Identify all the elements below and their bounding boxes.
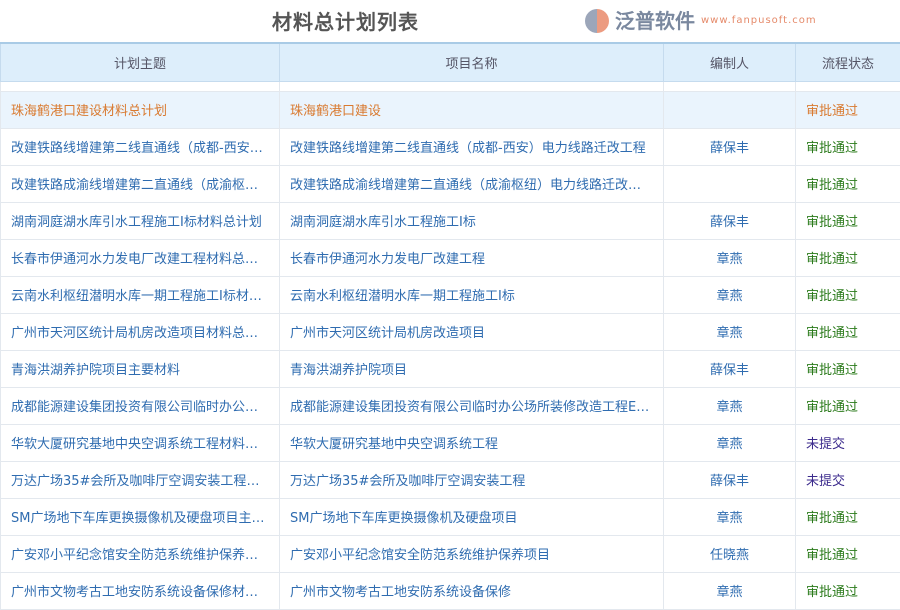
plan-cell[interactable]: 改建铁路线增建第二线直通线（成都-西安… [1, 128, 280, 165]
plan-cell[interactable]: 广州市天河区统计局机房改造项目材料总… [1, 313, 280, 350]
fanpu-logo-icon [585, 9, 609, 33]
table-row[interactable]: 改建铁路线增建第二线直通线（成都-西安…改建铁路线增建第二线直通线（成都-西安）… [1, 128, 900, 165]
project-cell[interactable]: 广州市文物考古工地安防系统设备保修 [280, 572, 664, 609]
author-cell [664, 165, 796, 202]
status-cell: 审批通过 [796, 239, 900, 276]
plan-cell[interactable]: 万达广场35#会所及咖啡厅空调安装工程材… [1, 461, 280, 498]
material-plan-table: 计划主题 项目名称 编制人 流程状态 珠海鹤港口建设材料总计划珠海鹤港口建设审批… [0, 42, 900, 610]
author-cell: 薛保丰 [664, 202, 796, 239]
plan-cell[interactable]: 广州市文物考古工地安防系统设备保修材… [1, 572, 280, 609]
status-cell: 审批通过 [796, 572, 900, 609]
plan-cell[interactable]: 成都能源建设集团投资有限公司临时办公… [1, 387, 280, 424]
table-row[interactable]: 广州市天河区统计局机房改造项目材料总…广州市天河区统计局机房改造项目章燕审批通过 [1, 313, 900, 350]
project-cell[interactable]: 青海洪湖养护院项目 [280, 350, 664, 387]
plan-cell[interactable]: 珠海鹤港口建设材料总计划 [1, 91, 280, 128]
page-title: 材料总计划列表 [272, 6, 419, 35]
status-cell: 审批通过 [796, 165, 900, 202]
status-cell: 审批通过 [796, 387, 900, 424]
table-row[interactable]: SM广场地下车库更换摄像机及硬盘项目主…SM广场地下车库更换摄像机及硬盘项目章燕… [1, 498, 900, 535]
watermark-logo: 泛普软件 www.fanpusoft.com [585, 6, 817, 36]
project-cell[interactable]: 改建铁路成渝线增建第二直通线（成渝枢纽）电力线路迁改… [280, 165, 664, 202]
column-header-project[interactable]: 项目名称 [280, 43, 664, 81]
table-row[interactable]: 改建铁路成渝线增建第二直通线（成渝枢…改建铁路成渝线增建第二直通线（成渝枢纽）电… [1, 165, 900, 202]
project-cell[interactable]: 改建铁路线增建第二线直通线（成都-西安）电力线路迁改工程 [280, 128, 664, 165]
author-cell: 章燕 [664, 313, 796, 350]
status-cell: 审批通过 [796, 202, 900, 239]
watermark-url: www.fanpusoft.com [701, 15, 817, 27]
status-cell: 审批通过 [796, 91, 900, 128]
project-cell[interactable]: 华软大厦研究基地中央空调系统工程 [280, 424, 664, 461]
status-cell: 未提交 [796, 461, 900, 498]
table-row[interactable]: 万达广场35#会所及咖啡厅空调安装工程材…万达广场35#会所及咖啡厅空调安装工程… [1, 461, 900, 498]
project-cell[interactable]: 广安邓小平纪念馆安全防范系统维护保养项目 [280, 535, 664, 572]
status-cell: 审批通过 [796, 350, 900, 387]
table-row[interactable]: 湖南洞庭湖水库引水工程施工I标材料总计划湖南洞庭湖水库引水工程施工I标薛保丰审批… [1, 202, 900, 239]
table-header: 计划主题 项目名称 编制人 流程状态 [1, 43, 900, 81]
table-row[interactable]: 广州市文物考古工地安防系统设备保修材…广州市文物考古工地安防系统设备保修章燕审批… [1, 572, 900, 609]
author-cell: 章燕 [664, 498, 796, 535]
project-cell[interactable]: SM广场地下车库更换摄像机及硬盘项目 [280, 498, 664, 535]
project-cell[interactable]: 广州市天河区统计局机房改造项目 [280, 313, 664, 350]
status-cell: 审批通过 [796, 535, 900, 572]
table-row[interactable]: 青海洪湖养护院项目主要材料青海洪湖养护院项目薛保丰审批通过 [1, 350, 900, 387]
project-cell[interactable]: 长春市伊通河水力发电厂改建工程 [280, 239, 664, 276]
table-row[interactable]: 长春市伊通河水力发电厂改建工程材料总…长春市伊通河水力发电厂改建工程章燕审批通过 [1, 239, 900, 276]
project-cell[interactable]: 湖南洞庭湖水库引水工程施工I标 [280, 202, 664, 239]
plan-cell[interactable]: 青海洪湖养护院项目主要材料 [1, 350, 280, 387]
plan-cell[interactable]: 云南水利枢纽潜明水库一期工程施工I标材… [1, 276, 280, 313]
spacer-row [1, 81, 900, 91]
author-cell: 薛保丰 [664, 128, 796, 165]
status-cell: 审批通过 [796, 498, 900, 535]
status-cell: 审批通过 [796, 276, 900, 313]
watermark-name: 泛普软件 [615, 9, 695, 33]
plan-cell[interactable]: 改建铁路成渝线增建第二直通线（成渝枢… [1, 165, 280, 202]
plan-cell[interactable]: SM广场地下车库更换摄像机及硬盘项目主… [1, 498, 280, 535]
author-cell: 章燕 [664, 572, 796, 609]
plan-cell[interactable]: 湖南洞庭湖水库引水工程施工I标材料总计划 [1, 202, 280, 239]
plan-cell[interactable]: 华软大厦研究基地中央空调系统工程材料… [1, 424, 280, 461]
plan-cell[interactable]: 广安邓小平纪念馆安全防范系统维护保养… [1, 535, 280, 572]
author-cell: 任晓燕 [664, 535, 796, 572]
status-cell: 审批通过 [796, 128, 900, 165]
plan-cell[interactable]: 长春市伊通河水力发电厂改建工程材料总… [1, 239, 280, 276]
project-cell[interactable]: 成都能源建设集团投资有限公司临时办公场所装修改造工程E… [280, 387, 664, 424]
project-cell[interactable]: 云南水利枢纽潜明水库一期工程施工I标 [280, 276, 664, 313]
author-cell: 章燕 [664, 387, 796, 424]
table-row[interactable]: 广安邓小平纪念馆安全防范系统维护保养…广安邓小平纪念馆安全防范系统维护保养项目任… [1, 535, 900, 572]
column-header-plan[interactable]: 计划主题 [1, 43, 280, 81]
author-cell: 章燕 [664, 424, 796, 461]
author-cell: 章燕 [664, 239, 796, 276]
status-cell: 审批通过 [796, 313, 900, 350]
project-cell[interactable]: 万达广场35#会所及咖啡厅空调安装工程 [280, 461, 664, 498]
author-cell: 薛保丰 [664, 350, 796, 387]
author-cell: 薛保丰 [664, 461, 796, 498]
project-cell[interactable]: 珠海鹤港口建设 [280, 91, 664, 128]
table-row[interactable]: 珠海鹤港口建设材料总计划珠海鹤港口建设 审批通过 [1, 91, 900, 128]
status-cell: 未提交 [796, 424, 900, 461]
author-cell: 章燕 [664, 276, 796, 313]
table-row[interactable]: 云南水利枢纽潜明水库一期工程施工I标材…云南水利枢纽潜明水库一期工程施工I标章燕… [1, 276, 900, 313]
column-header-status[interactable]: 流程状态 [796, 43, 900, 81]
column-header-author[interactable]: 编制人 [664, 43, 796, 81]
table-row[interactable]: 华软大厦研究基地中央空调系统工程材料…华软大厦研究基地中央空调系统工程章燕未提交 [1, 424, 900, 461]
author-cell [664, 91, 796, 128]
table-row[interactable]: 成都能源建设集团投资有限公司临时办公…成都能源建设集团投资有限公司临时办公场所装… [1, 387, 900, 424]
